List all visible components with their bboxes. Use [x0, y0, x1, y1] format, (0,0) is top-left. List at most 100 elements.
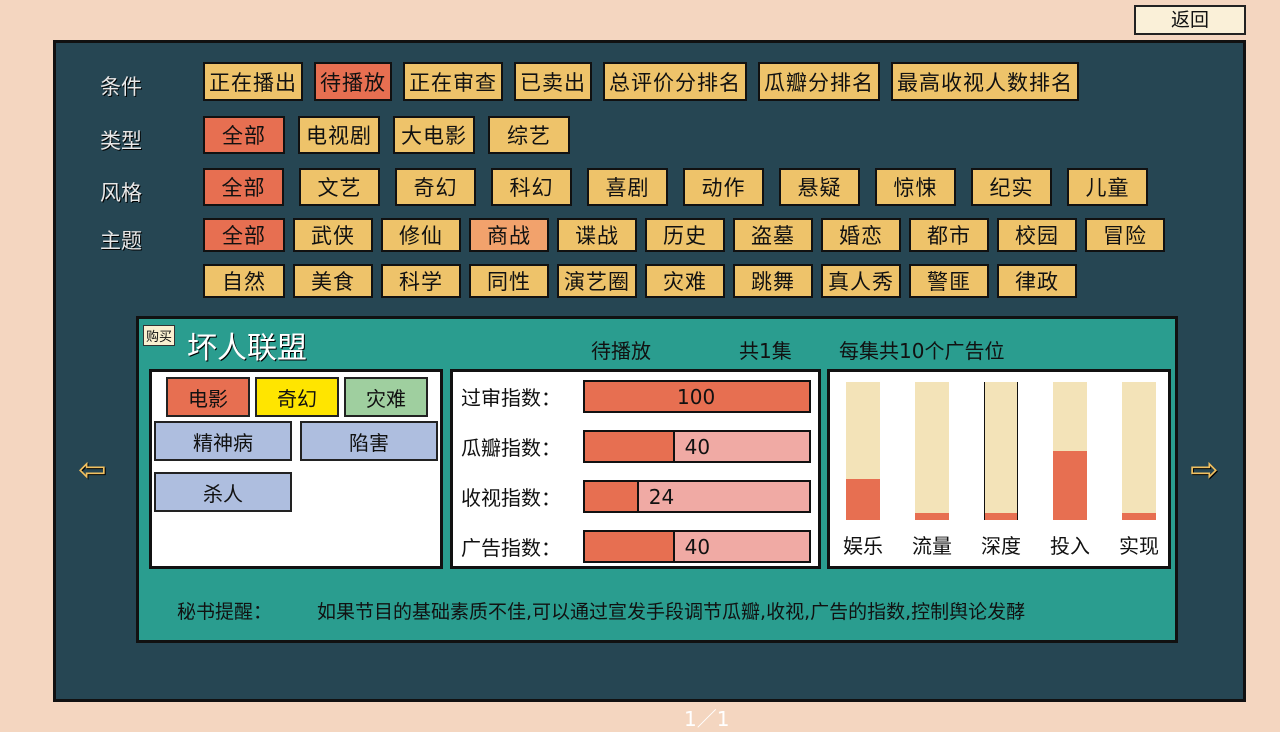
- filter-chip-theme[interactable]: 都市: [909, 218, 989, 252]
- index-bar-fill: [585, 432, 675, 461]
- type-filter-row: 全部 电视剧 大电影 综艺: [203, 116, 570, 154]
- element-tag: 精神病: [154, 421, 292, 461]
- filter-chip-theme[interactable]: 盗墓: [733, 218, 813, 252]
- genre-tag: 灾难: [344, 377, 428, 417]
- filter-chip-condition[interactable]: 最高收视人数排名: [891, 62, 1079, 101]
- attribute-bar-fill: [985, 513, 1017, 520]
- filter-chip-condition[interactable]: 正在审查: [403, 62, 503, 101]
- index-bar: 100: [583, 380, 811, 413]
- attribute-label: 投入: [1050, 534, 1090, 558]
- attribute-bar-fill: [915, 513, 949, 520]
- filter-chip-theme[interactable]: 历史: [645, 218, 725, 252]
- attribute-bar-fill: [1053, 451, 1087, 520]
- filter-chip-theme[interactable]: 自然: [203, 264, 285, 298]
- show-card: 购买 坏人联盟 待播放 共1集 每集共10个广告位 电影 奇幻 灾难 精神病 陷害 杀人 …: [136, 316, 1178, 643]
- attribute-bar: [984, 382, 1018, 520]
- attribute-label: 娱乐: [843, 534, 883, 558]
- filter-chip-theme[interactable]: 警匪: [909, 264, 989, 298]
- index-value: 100: [677, 385, 716, 409]
- ad-slots: 每集共10个广告位: [839, 339, 1005, 363]
- filter-chip-style[interactable]: 悬疑: [779, 168, 860, 206]
- attribute-bar: [846, 382, 880, 520]
- filter-chip-theme[interactable]: 真人秀: [821, 264, 901, 298]
- attribute-bar: [1053, 382, 1087, 520]
- filter-chip-type[interactable]: 综艺: [488, 116, 570, 154]
- genre-tag: 电影: [166, 377, 250, 417]
- filter-chip-style[interactable]: 奇幻: [395, 168, 476, 206]
- filter-chip-style[interactable]: 纪实: [971, 168, 1052, 206]
- attribute-bar: [1122, 382, 1156, 520]
- return-button[interactable]: 返回: [1134, 5, 1246, 35]
- filter-chip-theme[interactable]: 谍战: [557, 218, 637, 252]
- filter-chip-theme[interactable]: 武侠: [293, 218, 373, 252]
- filter-chip-theme[interactable]: 婚恋: [821, 218, 901, 252]
- index-bar-fill: [585, 532, 675, 561]
- filter-chip-condition[interactable]: 待播放: [314, 62, 392, 101]
- type-label: 类型: [100, 129, 142, 153]
- index-bar: 40: [583, 430, 811, 463]
- condition-filter-row: 正在播出 待播放 正在审查 已卖出 总评价分排名 瓜瓣分排名 最高收视人数排名: [203, 62, 1079, 101]
- filter-chip-theme[interactable]: 冒险: [1085, 218, 1165, 252]
- filter-chip-condition[interactable]: 已卖出: [514, 62, 592, 101]
- attribute-label: 深度: [981, 534, 1021, 558]
- index-label: 广告指数：: [461, 536, 561, 560]
- index-value: 40: [684, 535, 711, 559]
- genre-tag: 奇幻: [255, 377, 339, 417]
- filter-chip-style[interactable]: 惊悚: [875, 168, 956, 206]
- filter-chip-theme[interactable]: 全部: [203, 218, 285, 252]
- tags-box: 电影 奇幻 灾难 精神病 陷害 杀人: [149, 369, 443, 569]
- filter-chip-theme[interactable]: 科学: [381, 264, 461, 298]
- filter-chip-type[interactable]: 大电影: [393, 116, 475, 154]
- filter-chip-theme[interactable]: 灾难: [645, 264, 725, 298]
- condition-label: 条件: [100, 75, 142, 99]
- filter-chip-theme[interactable]: 演艺圈: [557, 264, 637, 298]
- filter-chip-theme[interactable]: 美食: [293, 264, 373, 298]
- filter-chip-condition[interactable]: 瓜瓣分排名: [758, 62, 880, 101]
- arrow-left-icon[interactable]: ⇦: [78, 450, 107, 490]
- attribute-bar: [915, 382, 949, 520]
- theme-label: 主题: [100, 229, 142, 253]
- arrow-right-icon[interactable]: ⇨: [1190, 450, 1219, 490]
- show-title: 坏人联盟: [187, 331, 307, 366]
- attribute-bar-fill: [1122, 513, 1156, 520]
- indices-box: 过审指数： 100 瓜瓣指数： 40 收视指数： 24 广告指数： 40: [450, 369, 821, 569]
- attribute-label: 流量: [912, 534, 952, 558]
- index-bar-fill: [585, 482, 639, 511]
- filter-chip-theme[interactable]: 同性: [469, 264, 549, 298]
- filter-chip-style[interactable]: 文艺: [299, 168, 380, 206]
- filter-chip-theme[interactable]: 律政: [997, 264, 1077, 298]
- index-bar: 40: [583, 530, 811, 563]
- filter-chip-style[interactable]: 喜剧: [587, 168, 668, 206]
- main-panel: 条件 正在播出 待播放 正在审查 已卖出 总评价分排名 瓜瓣分排名 最高收视人数排名 类型 …: [53, 40, 1246, 731]
- filter-chip-type[interactable]: 电视剧: [298, 116, 380, 154]
- index-label: 瓜瓣指数：: [461, 436, 561, 460]
- filter-chip-style[interactable]: 全部: [203, 168, 284, 206]
- filter-chip-theme[interactable]: 商战: [469, 218, 549, 252]
- page-indicator: 1／1: [684, 707, 730, 731]
- index-value: 24: [648, 485, 675, 509]
- index-value: 40: [684, 435, 711, 459]
- filter-chip-theme[interactable]: 校园: [997, 218, 1077, 252]
- style-filter-row: 全部 文艺 奇幻 科幻 喜剧 动作 悬疑 惊悚 纪实 儿童: [203, 168, 1148, 206]
- filter-chip-type[interactable]: 全部: [203, 116, 285, 154]
- filter-chip-style[interactable]: 科幻: [491, 168, 572, 206]
- attribute-bar-fill: [846, 478, 880, 520]
- index-bar-fill: [585, 382, 809, 411]
- tip-text: 如果节目的基础素质不佳,可以通过宣发手段调节瓜瓣,收视,广告的指数,控制舆论发酵: [317, 601, 1026, 623]
- filter-chip-condition[interactable]: 正在播出: [203, 62, 303, 101]
- filter-chip-theme[interactable]: 修仙: [381, 218, 461, 252]
- style-label: 风格: [100, 181, 142, 205]
- index-label: 收视指数：: [461, 486, 561, 510]
- filter-chip-theme[interactable]: 跳舞: [733, 264, 813, 298]
- element-tag: 陷害: [300, 421, 438, 461]
- buy-button[interactable]: 购买: [143, 325, 176, 346]
- show-status: 待播放: [591, 339, 651, 363]
- theme-filter-row: 全部 武侠 修仙 商战 谍战 历史 盗墓 婚恋 都市 校园 冒险: [203, 218, 1165, 252]
- theme-filter-row-2: 自然 美食 科学 同性 演艺圈 灾难 跳舞 真人秀 警匪 律政: [203, 264, 1077, 298]
- filter-chip-condition[interactable]: 总评价分排名: [603, 62, 747, 101]
- attributes-box: 娱乐 流量 深度 投入 实现: [827, 369, 1171, 569]
- episode-count: 共1集: [739, 339, 792, 363]
- filter-chip-style[interactable]: 儿童: [1067, 168, 1148, 206]
- index-label: 过审指数：: [461, 386, 561, 410]
- filter-chip-style[interactable]: 动作: [683, 168, 764, 206]
